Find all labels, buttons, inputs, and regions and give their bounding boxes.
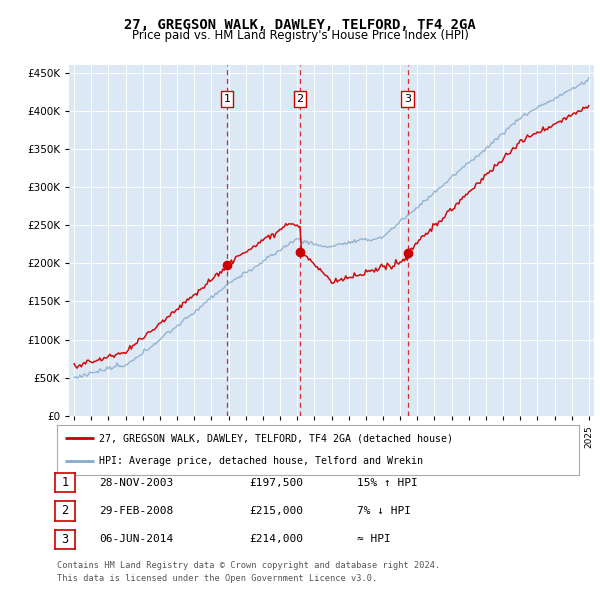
Text: 1: 1 — [224, 94, 230, 104]
Text: Contains HM Land Registry data © Crown copyright and database right 2024.: Contains HM Land Registry data © Crown c… — [57, 561, 440, 570]
Text: 1: 1 — [62, 476, 68, 489]
Text: 06-JUN-2014: 06-JUN-2014 — [99, 535, 173, 544]
Text: 27, GREGSON WALK, DAWLEY, TELFORD, TF4 2GA: 27, GREGSON WALK, DAWLEY, TELFORD, TF4 2… — [124, 18, 476, 32]
Text: 7% ↓ HPI: 7% ↓ HPI — [357, 506, 411, 516]
Text: 29-FEB-2008: 29-FEB-2008 — [99, 506, 173, 516]
Text: £214,000: £214,000 — [249, 535, 303, 544]
Text: ≈ HPI: ≈ HPI — [357, 535, 391, 544]
Text: This data is licensed under the Open Government Licence v3.0.: This data is licensed under the Open Gov… — [57, 574, 377, 583]
Text: 15% ↑ HPI: 15% ↑ HPI — [357, 478, 418, 487]
Text: 3: 3 — [404, 94, 411, 104]
Text: 27, GREGSON WALK, DAWLEY, TELFORD, TF4 2GA (detached house): 27, GREGSON WALK, DAWLEY, TELFORD, TF4 2… — [99, 433, 453, 443]
Text: £215,000: £215,000 — [249, 506, 303, 516]
Text: £197,500: £197,500 — [249, 478, 303, 487]
Text: 28-NOV-2003: 28-NOV-2003 — [99, 478, 173, 487]
Text: 2: 2 — [62, 504, 68, 517]
Text: Price paid vs. HM Land Registry's House Price Index (HPI): Price paid vs. HM Land Registry's House … — [131, 30, 469, 42]
Text: 3: 3 — [62, 533, 68, 546]
Text: HPI: Average price, detached house, Telford and Wrekin: HPI: Average price, detached house, Telf… — [99, 457, 423, 467]
Text: 2: 2 — [296, 94, 304, 104]
